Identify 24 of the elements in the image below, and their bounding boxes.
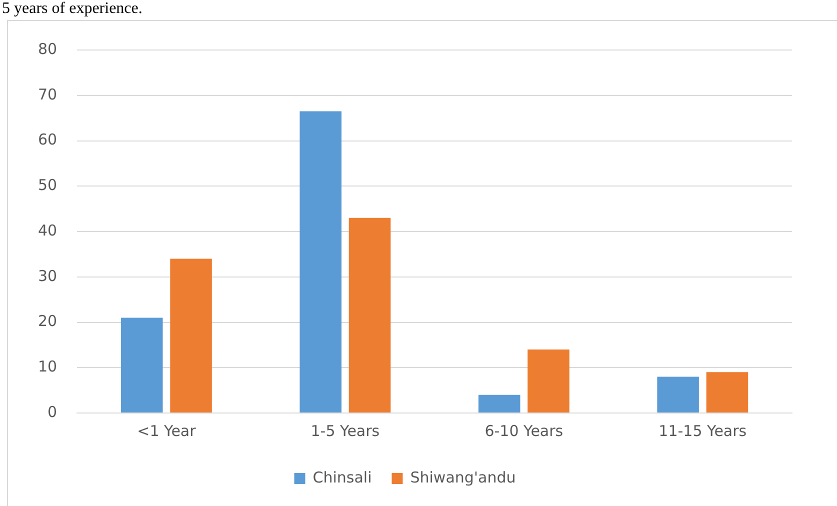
bar: [120, 318, 163, 412]
bar: [300, 111, 342, 412]
y-tick-label: 50: [38, 176, 58, 194]
legend-label: Shiwang'andu: [410, 468, 516, 486]
x-tick-label: <1 Year: [137, 422, 197, 440]
x-tick-label: 6-10 Years: [484, 422, 564, 440]
y-tick-label: 10: [38, 358, 58, 376]
y-tick-label: 0: [48, 402, 58, 421]
bar: [706, 372, 748, 412]
y-tick-label: 30: [38, 266, 58, 285]
bar: [478, 394, 520, 412]
bar: [348, 218, 391, 412]
y-tick-label: 70: [38, 85, 58, 104]
y-tick-label: 20: [38, 312, 58, 330]
y-tick-label: 40: [38, 221, 58, 240]
x-tick-label: 1-5 Years: [310, 422, 380, 440]
legend-label: Chinsali: [312, 468, 372, 486]
y-tick-label: 60: [38, 130, 58, 149]
bar: [657, 376, 699, 412]
bar: [528, 349, 570, 412]
bar: [170, 258, 212, 412]
y-tick-label: 80: [38, 40, 58, 58]
x-tick-label: 11-15 Years: [658, 422, 747, 440]
text: 5 years of experience.: [2, 0, 142, 18]
